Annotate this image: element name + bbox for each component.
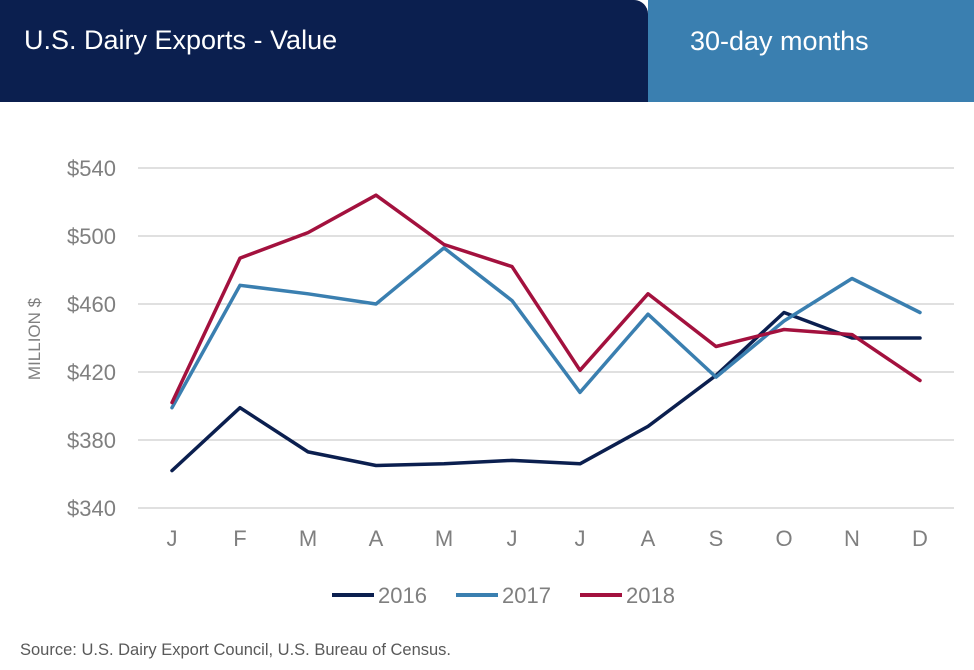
series-line-2016 (170, 310, 922, 473)
y-tick-label-540: $540 (67, 156, 116, 181)
x-tick-label-6: J (575, 526, 586, 551)
chart-title: U.S. Dairy Exports - Value (24, 25, 338, 55)
x-tick-label-0: J (167, 526, 178, 551)
legend-label-2018: 2018 (626, 583, 675, 608)
x-tick-label-4: M (435, 526, 453, 551)
chart-subtitle: 30-day months (690, 26, 869, 56)
series-line-2018 (170, 193, 922, 405)
x-tick-label-9: O (775, 526, 792, 551)
x-tick-label-7: A (641, 526, 656, 551)
legend-label-2016: 2016 (378, 583, 427, 608)
x-tick-label-3: A (369, 526, 384, 551)
header-title-bar (0, 0, 648, 102)
x-tick-label-2: M (299, 526, 317, 551)
series-line-2017 (170, 246, 922, 410)
x-tick-label-1: F (233, 526, 246, 551)
x-tick-label-11: D (912, 526, 928, 551)
y-tick-label-380: $380 (67, 428, 116, 453)
y-tick-label-340: $340 (67, 496, 116, 521)
y-axis-title: MILLION $ (25, 297, 44, 380)
y-tick-label-420: $420 (67, 360, 116, 385)
header-subtitle-bar (648, 0, 974, 102)
y-tick-label-500: $500 (67, 224, 116, 249)
source-note: Source: U.S. Dairy Export Council, U.S. … (20, 641, 452, 659)
x-tick-label-5: J (507, 526, 518, 551)
legend-label-2017: 2017 (502, 583, 551, 608)
x-tick-label-10: N (844, 526, 860, 551)
x-tick-label-8: S (709, 526, 724, 551)
y-tick-label-460: $460 (67, 292, 116, 317)
